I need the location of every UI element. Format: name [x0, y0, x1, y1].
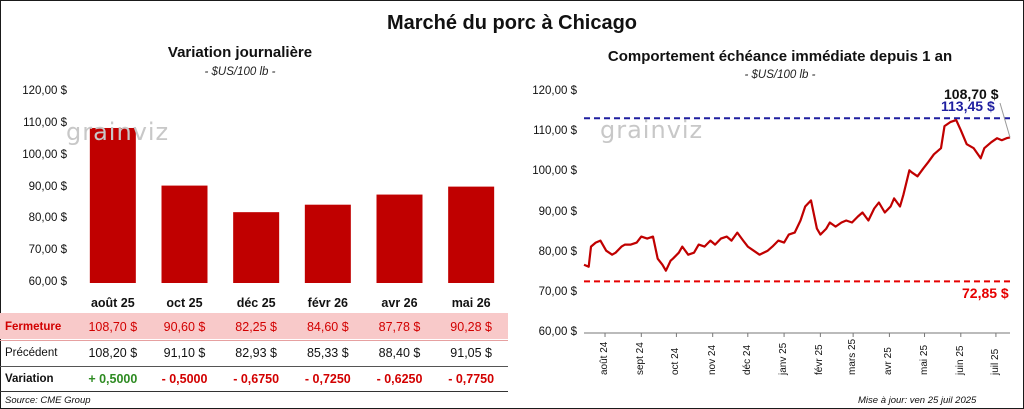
y-tick-label: 90,00 $ [28, 180, 67, 193]
category-label: oct 25 [166, 296, 203, 310]
x-tick-label: juil 25 [989, 348, 1001, 375]
y-tick-label: 60,00 $ [28, 276, 67, 288]
category-label: avr 26 [381, 296, 418, 310]
y-tick-label: 120,00 $ [22, 85, 67, 97]
bar [161, 185, 208, 283]
row-label-fermeture: Fermeture [5, 321, 62, 333]
bar-chart-subtitle: - $US/100 lb - [204, 66, 276, 78]
table-cell: 88,40 $ [378, 346, 421, 360]
table-cell: 82,93 $ [235, 346, 278, 360]
bar [304, 204, 351, 283]
max-reference-label: 113,45 $ [941, 98, 995, 114]
min-reference-label: 72,85 $ [962, 285, 1009, 301]
x-tick-label: mars 25 [847, 338, 859, 375]
table-cell: 90,28 $ [450, 320, 493, 334]
main-title: Marché du porc à Chicago [386, 12, 638, 34]
bar [89, 127, 136, 283]
row-label-precedent: Précédent [5, 347, 58, 359]
table-cell: - 0,5000 [161, 372, 208, 386]
x-tick-label: avr 25 [883, 347, 895, 375]
table-cell: - 0,7250 [304, 372, 351, 386]
table-cell: 91,05 $ [450, 346, 493, 360]
table-cell: 82,25 $ [235, 320, 278, 334]
last-value-leader [999, 102, 1011, 138]
table-cell: - 0,6250 [376, 372, 423, 386]
line-chart-subtitle: - $US/100 lb - [744, 69, 816, 81]
y-tick-label: 120,00 $ [532, 85, 577, 97]
x-tick-label: nov 24 [706, 344, 718, 375]
y-tick-label: 90,00 $ [538, 205, 577, 218]
x-tick-label: déc 24 [741, 344, 753, 375]
table-cell: 85,33 $ [306, 346, 349, 360]
watermark-left: grainviz [66, 118, 170, 146]
fermeture-row-background [0, 313, 508, 339]
y-tick-label: 70,00 $ [28, 244, 67, 257]
table-cell: + 0,5000 [88, 372, 138, 386]
x-tick-label: janv 25 [778, 342, 790, 375]
table-cell: 84,60 $ [306, 320, 349, 334]
y-tick-label: 110,00 $ [23, 116, 67, 129]
table-cell: - 0,7750 [448, 372, 495, 386]
table-cell: 90,60 $ [163, 320, 206, 334]
bar-chart-title: Variation journalière [167, 44, 313, 61]
footer-divider [0, 391, 508, 392]
last-value-label: 108,70 $ [944, 86, 999, 102]
x-tick-label: févr 25 [814, 344, 826, 375]
price-line [583, 118, 1011, 272]
line-chart-title: Comportement échéance immédiate depuis 1… [607, 48, 953, 65]
y-tick-label: 70,00 $ [538, 285, 577, 298]
update-note: Mise à jour: ven 25 juil 2025 [858, 395, 977, 406]
table-cell: 87,78 $ [378, 320, 421, 334]
row-divider [0, 340, 508, 341]
y-tick-label: 80,00 $ [28, 212, 67, 225]
x-tick-label: mai 25 [918, 344, 930, 375]
x-tick-label: sept 24 [635, 342, 647, 375]
y-tick-label: 60,00 $ [538, 326, 577, 338]
table-cell: 91,10 $ [163, 346, 206, 360]
source-note: Source: CME Group [5, 395, 91, 406]
row-label-variation: Variation [5, 373, 54, 385]
category-label: févr 26 [307, 296, 348, 310]
row-divider [0, 366, 508, 367]
y-tick-label: 80,00 $ [538, 245, 577, 258]
watermark-right: grainviz [600, 116, 704, 144]
x-tick-label: oct 24 [670, 347, 682, 375]
category-label: déc 25 [236, 296, 276, 310]
x-tick-label: août 24 [599, 341, 611, 375]
y-tick-label: 100,00 $ [22, 148, 67, 161]
category-label: mai 26 [451, 296, 491, 310]
category-label: août 25 [90, 296, 135, 310]
y-tick-label: 110,00 $ [533, 125, 577, 138]
table-cell: - 0,6750 [233, 372, 280, 386]
y-tick-label: 100,00 $ [532, 165, 577, 178]
bar [376, 194, 423, 283]
table-cell: 108,70 $ [88, 320, 138, 334]
bar [233, 212, 280, 283]
table-cell: 108,20 $ [88, 346, 138, 360]
x-tick-label: juin 25 [954, 345, 966, 375]
bar [448, 186, 495, 283]
